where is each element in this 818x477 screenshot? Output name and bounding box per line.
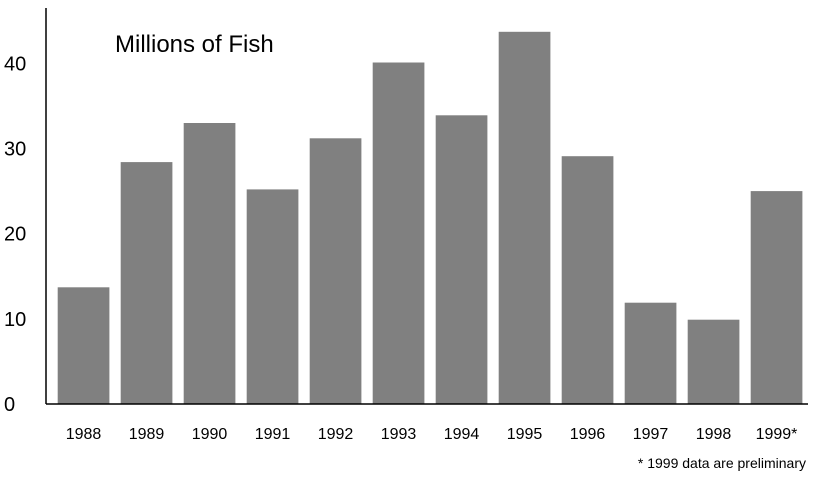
bar-1997 (624, 302, 677, 404)
bar-1990 (183, 123, 236, 404)
x-tick-labels: 1988 1989 1990 1991 1992 1993 1994 1995 1996 1997… (66, 426, 798, 443)
x-tick-label: 1998 (696, 426, 732, 443)
y-tick-label: 10 (4, 309, 26, 331)
y-tick-labels: 0 10 20 30 40 (4, 53, 26, 416)
x-tick-label: 1999* (756, 426, 798, 443)
bar-1994 (435, 115, 488, 405)
y-tick-label: 20 (4, 224, 26, 246)
y-tick-label: 40 (4, 53, 26, 75)
y-tick-label: 0 (4, 394, 15, 416)
y-tick-label: 30 (4, 139, 26, 161)
bar-1988 (57, 287, 110, 404)
bar-1992 (309, 138, 362, 405)
x-tick-label: 1993 (381, 426, 417, 443)
x-tick-label: 1995 (507, 426, 543, 443)
bar-1993 (372, 62, 425, 404)
chart-title: Millions of Fish (115, 31, 274, 58)
bar-1996 (561, 156, 614, 404)
x-tick-label: 1996 (570, 426, 606, 443)
bar-1995 (498, 31, 551, 405)
x-tick-label: 1994 (444, 426, 480, 443)
x-tick-label: 1989 (129, 426, 165, 443)
x-tick-label: 1991 (255, 426, 291, 443)
bar-1999-star (750, 191, 803, 404)
x-tick-label: 1990 (192, 426, 228, 443)
x-tick-label: 1997 (633, 426, 669, 443)
bar-1989 (120, 162, 173, 404)
bar-1998 (687, 319, 740, 404)
footnote: * 1999 data are preliminary (637, 455, 806, 471)
bars-group (57, 31, 803, 405)
x-tick-label: 1988 (66, 426, 102, 443)
x-tick-label: 1992 (318, 426, 354, 443)
bar-1991 (246, 189, 299, 404)
